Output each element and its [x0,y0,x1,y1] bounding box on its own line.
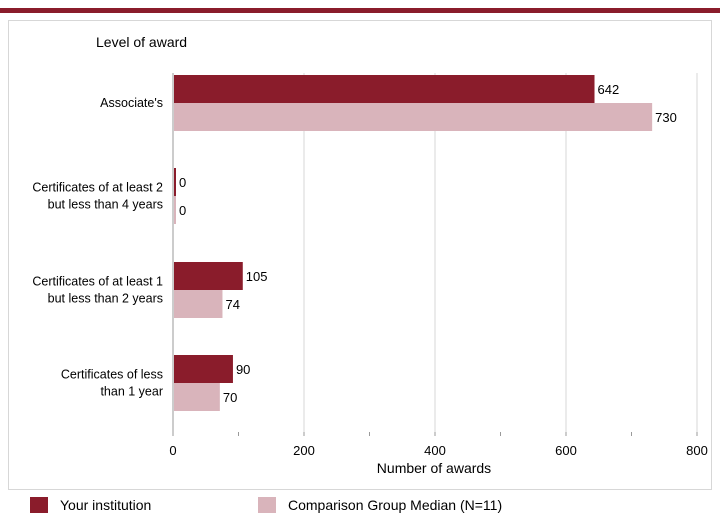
gridlines [172,73,698,436]
x-tick-label-400: 400 [424,443,446,458]
x-tick-label-0: 0 [169,443,176,458]
header-bar [0,0,720,16]
data-label-comparison-1: 0 [179,203,186,218]
bar-comparison-0 [174,103,653,131]
bar-your-institution-2 [174,262,243,290]
bar-your-institution-0 [174,75,595,103]
category-label-0: Associate's [100,96,163,110]
data-label-your-institution-2: 105 [246,269,268,284]
legend: Your institution Comparison Group Median… [0,492,720,516]
data-label-your-institution-1: 0 [179,175,186,190]
chart-title: Level of award [96,34,187,50]
legend-label-comparison-group: Comparison Group Median (N=11) [288,497,503,513]
bar-your-institution-1 [174,168,176,196]
x-tick-labels: 0 200 400 600 800 [169,443,707,458]
legend-label-your-institution: Your institution [60,497,152,513]
category-labels: Associate's Certificates of at least 2 but… [32,96,163,399]
header-accent-line [0,8,720,13]
x-tick-label-800: 800 [686,443,708,458]
category-label-1: Certificates of at least 2 but less than … [32,181,163,212]
legend-swatch-comparison-group [258,497,276,513]
data-label-comparison-3: 70 [223,390,237,405]
data-label-comparison-2: 74 [225,297,239,312]
bar-comparison-2 [174,290,223,318]
category-label-3: Certificates of less than 1 year [61,368,163,399]
bar-comparison-1 [174,196,176,224]
data-label-your-institution-0: 642 [598,82,620,97]
bar-your-institution-3 [174,355,233,383]
x-tick-label-600: 600 [555,443,577,458]
data-label-comparison-0: 730 [655,110,677,125]
data-label-your-institution-3: 90 [236,362,250,377]
legend-swatch-your-institution [30,497,48,513]
bars: 642 730 0 0 105 74 90 70 [174,75,677,411]
x-axis-label: Number of awards [377,460,491,476]
legend-item-your-institution: Your institution [30,496,151,514]
bar-comparison-3 [174,383,220,411]
legend-item-comparison-group: Comparison Group Median (N=11) [258,496,502,514]
category-label-2: Certificates of at least 1 but less than … [32,275,163,306]
x-tick-label-200: 200 [293,443,315,458]
